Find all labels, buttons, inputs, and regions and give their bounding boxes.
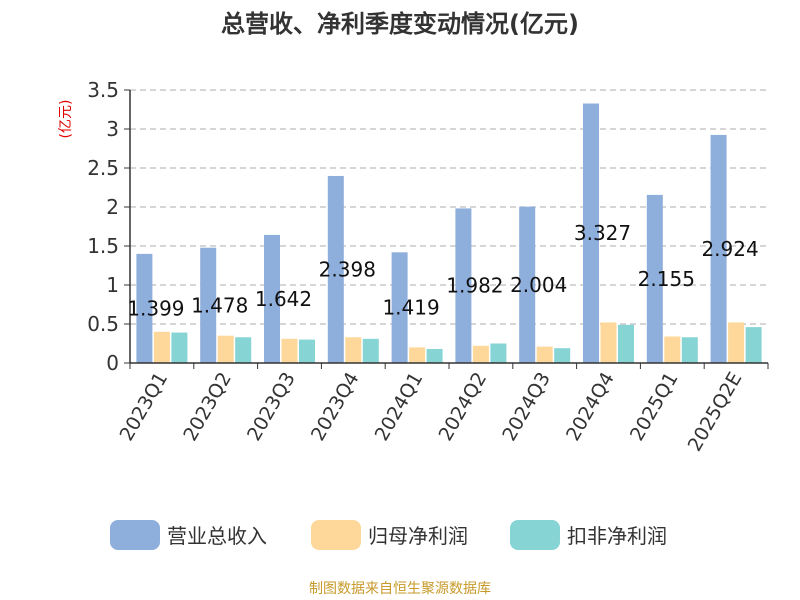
data-label: 2.398 <box>319 257 376 281</box>
bar-series-1 <box>583 103 599 363</box>
bar-series-3 <box>171 332 188 363</box>
legend: 营业总收入 归母净利润 扣非净利润 <box>110 520 667 550</box>
bar-series-2 <box>281 338 298 363</box>
x-tick-label: 2023Q1 <box>115 369 172 445</box>
legend-swatch <box>311 520 361 550</box>
bar-series-1 <box>391 252 408 363</box>
x-tick-label: 2023Q4 <box>307 369 364 445</box>
bar-series-1 <box>136 253 153 363</box>
y-tick-label: 2 <box>106 195 119 219</box>
x-tick-label: 2024Q4 <box>562 369 619 445</box>
bar-series-3 <box>745 327 762 363</box>
y-tick-label: 1.5 <box>87 234 119 258</box>
data-label: 1.478 <box>191 293 248 317</box>
bar-series-2 <box>536 346 553 363</box>
y-tick-label: 0.5 <box>87 312 119 336</box>
bar-series-2 <box>728 322 745 363</box>
y-tick-label: 3 <box>106 117 119 141</box>
bar-series-1 <box>519 206 536 363</box>
data-label: 1.642 <box>255 287 312 311</box>
x-tick-label: 2025Q1 <box>626 369 683 445</box>
bar-series-3 <box>426 348 443 363</box>
bar-series-3 <box>554 348 571 363</box>
y-tick-label: 2.5 <box>87 156 119 180</box>
bar-series-3 <box>362 338 379 363</box>
data-label: 2.155 <box>638 267 695 291</box>
x-tick-label: 2023Q3 <box>243 369 300 445</box>
x-tick-label: 2024Q3 <box>498 369 555 445</box>
chart-title: 总营收、净利季度变动情况(亿元) <box>221 10 579 38</box>
x-tick-label: 2025Q2E <box>684 369 747 456</box>
legend-swatch <box>510 520 560 550</box>
data-label: 3.327 <box>574 221 631 245</box>
y-tick-label: 0 <box>106 351 119 375</box>
data-label: 2.924 <box>701 237 758 261</box>
axes <box>124 89 769 369</box>
legend-swatch <box>110 520 160 550</box>
bar-series-3 <box>618 324 634 363</box>
data-label: 1.982 <box>446 274 503 298</box>
bar-series-3 <box>235 337 252 363</box>
bar-series-1 <box>264 234 280 363</box>
bar-series-1 <box>646 194 663 363</box>
bar-series-1 <box>710 134 727 363</box>
y-tick-label: 1 <box>106 273 119 297</box>
bar-series-1 <box>200 247 217 363</box>
bar-series-3 <box>681 337 698 363</box>
x-tick-label: 2024Q1 <box>371 369 428 445</box>
y-tick-label: 3.5 <box>87 78 119 102</box>
legend-label: 归母净利润 <box>368 524 468 548</box>
bar-series-2 <box>153 331 170 363</box>
data-label: 2.004 <box>510 273 567 297</box>
data-label: 1.399 <box>127 296 184 320</box>
bar-series-3 <box>490 343 507 363</box>
x-tick-labels: 2023Q1 2023Q2 2023Q3 2023Q4 2024Q1 2024Q2 2024… <box>115 369 746 456</box>
legend-label: 营业总收入 <box>167 524 267 548</box>
legend-label: 扣非净利润 <box>567 524 667 548</box>
bar-series-1 <box>327 175 344 363</box>
bar-series-2 <box>664 336 681 363</box>
bar-series-2 <box>217 335 234 363</box>
bar-series-2 <box>345 337 362 363</box>
y-tick-labels: 0 0.5 1 1.5 2 2.5 3 3.5 <box>87 78 119 375</box>
bar-series-2 <box>600 322 617 363</box>
bars <box>136 103 762 363</box>
bar-series-2 <box>472 345 489 363</box>
x-tick-label: 2023Q2 <box>179 369 236 445</box>
bar-series-1 <box>455 208 472 363</box>
x-tick-label: 2024Q2 <box>434 369 491 445</box>
bar-series-2 <box>409 347 426 363</box>
bar-series-3 <box>299 339 315 363</box>
data-label: 1.419 <box>382 296 439 320</box>
y-axis-unit-label: (亿元) <box>58 100 74 139</box>
source-note: 制图数据来自恒生聚源数据库 <box>309 581 491 597</box>
